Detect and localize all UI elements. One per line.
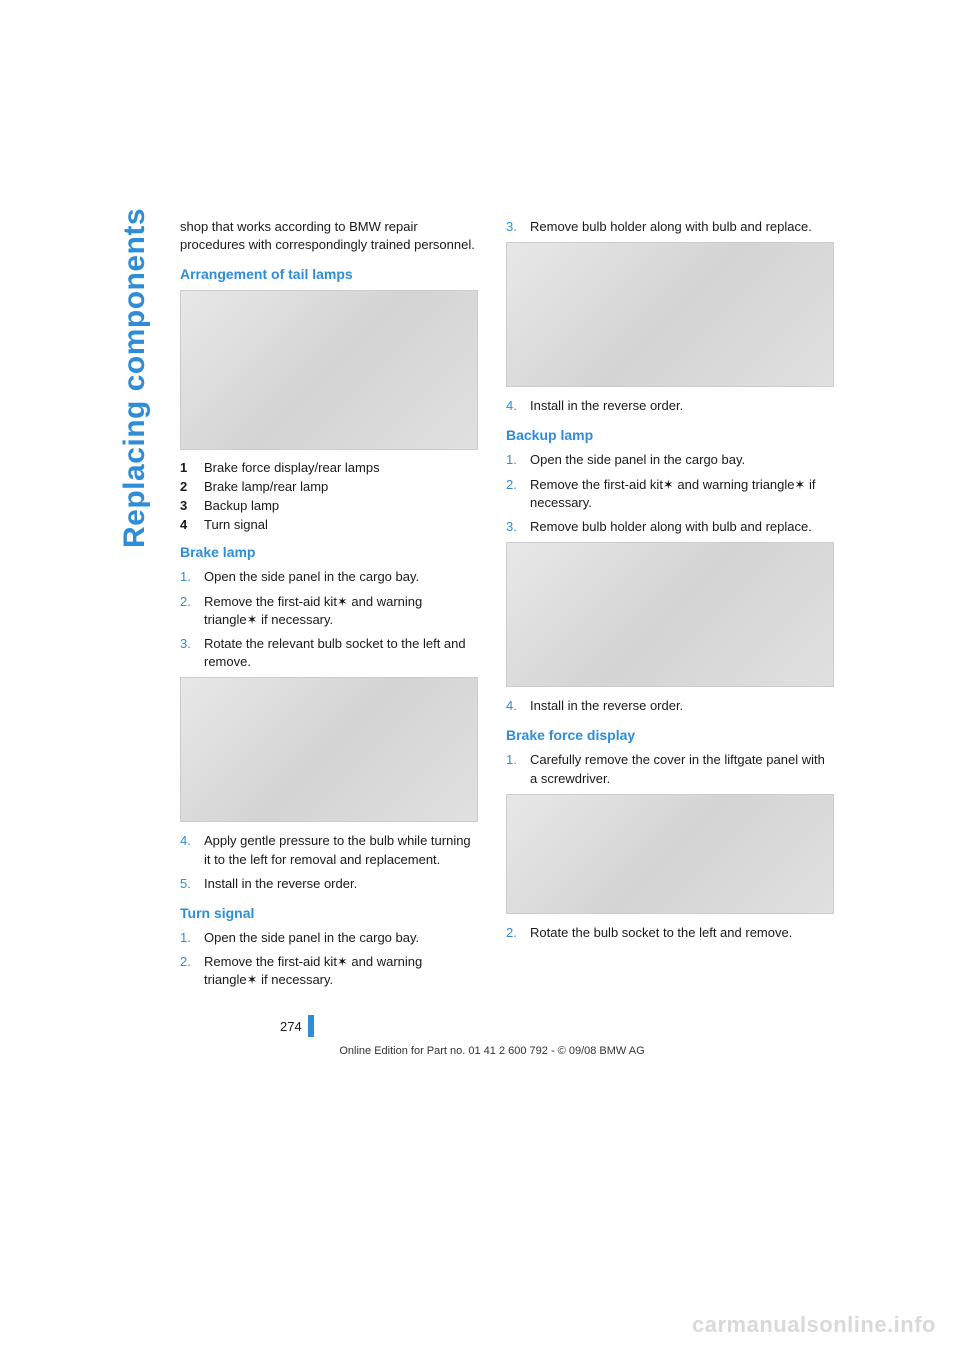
legend-num: 3 — [180, 498, 194, 513]
legend-num: 2 — [180, 479, 194, 494]
step-num: 1. — [506, 451, 520, 469]
legend-num: 1 — [180, 460, 194, 475]
step-text: Remove bulb holder along with bulb and r… — [530, 518, 834, 536]
legend-text: Brake force display/rear lamps — [204, 460, 380, 475]
step-text: Remove the first-aid kit✶ and warning tr… — [204, 593, 478, 629]
list-item: 4. Install in the reverse order. — [506, 697, 834, 715]
figure-brake-lamp — [180, 677, 478, 822]
list-item: 3. Remove bulb holder along with bulb and… — [506, 218, 834, 236]
list-item: 2. Remove the first-aid kit✶ and warning … — [180, 593, 478, 629]
step-text: Open the side panel in the cargo bay. — [204, 929, 478, 947]
section-side-title: Replacing components — [118, 188, 152, 548]
step-num: 2. — [180, 953, 194, 989]
heading-brake-lamp: Brake lamp — [180, 544, 478, 560]
list-item: 3. Rotate the relevant bulb socket to the… — [180, 635, 478, 671]
step-text: Open the side panel in the cargo bay. — [530, 451, 834, 469]
list-item: 4. Install in the reverse order. — [506, 397, 834, 415]
list-item: 1. Carefully remove the cover in the lift… — [506, 751, 834, 787]
step-num: 2. — [180, 593, 194, 629]
legend-num: 4 — [180, 517, 194, 532]
step-text: Carefully remove the cover in the liftga… — [530, 751, 834, 787]
list-item: 4. Apply gentle pressure to the bulb whil… — [180, 832, 478, 868]
step-text: Rotate the relevant bulb socket to the l… — [204, 635, 478, 671]
list-item: 2. Remove the first-aid kit✶ and warning … — [506, 476, 834, 512]
page-number-row: 274 — [130, 1015, 854, 1037]
step-text: Remove the first-aid kit✶ and warning tr… — [530, 476, 834, 512]
step-num: 1. — [180, 568, 194, 586]
page-number: 274 — [280, 1019, 302, 1034]
step-text: Remove the first-aid kit✶ and warning tr… — [204, 953, 478, 989]
step-text: Rotate the bulb socket to the left and r… — [530, 924, 834, 942]
heading-turn-signal: Turn signal — [180, 905, 478, 921]
legend-text: Backup lamp — [204, 498, 279, 513]
legend-row: 4 Turn signal — [180, 517, 478, 532]
footer-text: Online Edition for Part no. 01 41 2 600 … — [130, 1045, 854, 1057]
step-text: Install in the reverse order. — [204, 875, 478, 893]
step-text: Remove bulb holder along with bulb and r… — [530, 218, 834, 236]
right-column: 3. Remove bulb holder along with bulb and… — [506, 218, 834, 995]
legend-row: 2 Brake lamp/rear lamp — [180, 479, 478, 494]
step-text: Install in the reverse order. — [530, 697, 834, 715]
intro-text: shop that works according to BMW repair … — [180, 218, 478, 254]
legend-row: 1 Brake force display/rear lamps — [180, 460, 478, 475]
step-text: Install in the reverse order. — [530, 397, 834, 415]
figure-brake-force — [506, 794, 834, 914]
list-item: 3. Remove bulb holder along with bulb and… — [506, 518, 834, 536]
heading-brake-force: Brake force display — [506, 727, 834, 743]
step-num: 2. — [506, 924, 520, 942]
page-bar-icon — [308, 1015, 314, 1037]
step-text: Apply gentle pressure to the bulb while … — [204, 832, 478, 868]
legend-row: 3 Backup lamp — [180, 498, 478, 513]
list-item: 1. Open the side panel in the cargo bay. — [180, 568, 478, 586]
step-num: 4. — [506, 697, 520, 715]
step-num: 3. — [506, 518, 520, 536]
left-column: shop that works according to BMW repair … — [130, 218, 478, 995]
legend-text: Brake lamp/rear lamp — [204, 479, 328, 494]
watermark: carmanualsonline.info — [692, 1312, 936, 1338]
step-num: 1. — [180, 929, 194, 947]
step-num: 3. — [506, 218, 520, 236]
step-num: 1. — [506, 751, 520, 787]
heading-backup-lamp: Backup lamp — [506, 427, 834, 443]
step-num: 5. — [180, 875, 194, 893]
list-item: 2. Remove the first-aid kit✶ and warning … — [180, 953, 478, 989]
list-item: 1. Open the side panel in the cargo bay. — [180, 929, 478, 947]
list-item: 2. Rotate the bulb socket to the left and… — [506, 924, 834, 942]
figure-backup-lamp — [506, 542, 834, 687]
list-item: 5. Install in the reverse order. — [180, 875, 478, 893]
step-num: 2. — [506, 476, 520, 512]
figure-tail-lamps — [180, 290, 478, 450]
figure-turn-signal — [506, 242, 834, 387]
legend-text: Turn signal — [204, 517, 268, 532]
step-num: 4. — [180, 832, 194, 868]
list-item: 1. Open the side panel in the cargo bay. — [506, 451, 834, 469]
heading-arrangement: Arrangement of tail lamps — [180, 266, 478, 282]
step-text: Open the side panel in the cargo bay. — [204, 568, 478, 586]
step-num: 3. — [180, 635, 194, 671]
step-num: 4. — [506, 397, 520, 415]
